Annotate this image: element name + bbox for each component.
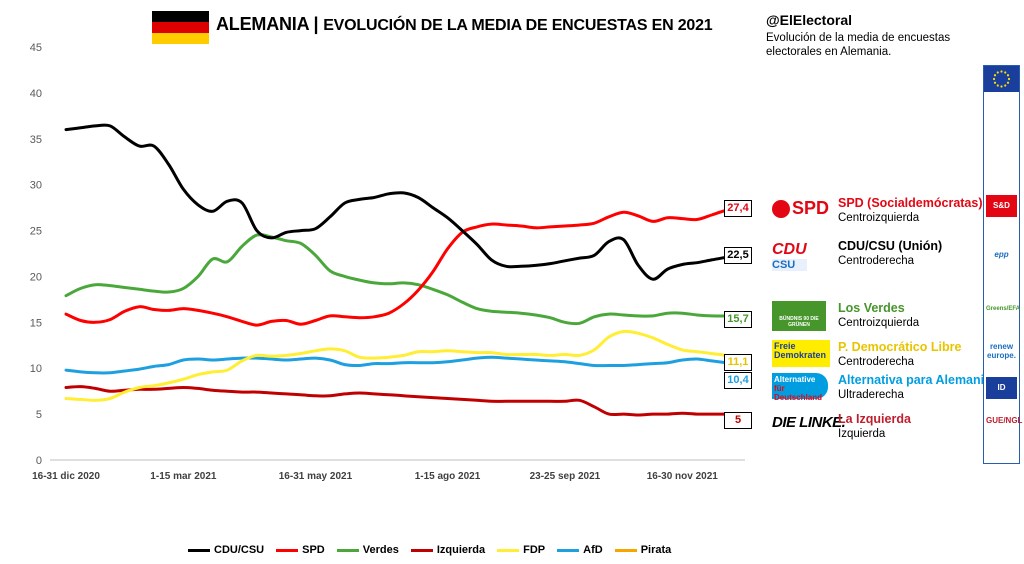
legend-label: FDP: [523, 544, 546, 556]
y-tick-label: 10: [30, 363, 42, 375]
title-country: ALEMANIA: [216, 14, 309, 34]
x-tick-label: 23-25 sep 2021: [530, 471, 601, 482]
end-value-label: 5: [724, 412, 752, 429]
eu-group-gruene-icon: Greens/EFA: [986, 306, 1021, 312]
x-tick-label: 1-15 mar 2021: [150, 471, 217, 482]
spd-logo: SPD: [772, 196, 829, 219]
party-ideology: Centroizquierda: [838, 317, 920, 329]
end-value-label: 11,1: [724, 354, 752, 371]
eu-group-linke-icon: GUE/NGL: [986, 416, 1023, 425]
chart-title: ALEMANIA | EVOLUCIÓN DE LA MEDIA DE ENCU…: [216, 14, 713, 35]
legend-item: Verdes: [336, 544, 399, 556]
legend-label: CDU/CSU: [214, 544, 265, 556]
eu-star: [1000, 70, 1003, 73]
legend-swatch: [497, 548, 520, 552]
party-name: P. Democrático Libre: [838, 340, 962, 354]
linke-logo: DIE LINKE.: [772, 414, 846, 431]
legend-label: Izquierda: [436, 544, 486, 556]
line-chart: 0 5 10 15 20 25 30 35 40 45 16-31 dic 2020 1-15 mar…: [30, 42, 745, 482]
gruene-logo: BÜNDNIS 90 DIE GRÜNEN: [772, 301, 826, 331]
legend-item: SPD: [276, 544, 325, 556]
y-tick-label: 20: [30, 271, 42, 283]
series-line-cducsu: [64, 123, 743, 281]
x-tick-label: 16-30 nov 2021: [647, 471, 719, 482]
legend-item: AfD: [557, 544, 603, 556]
y-tick-label: 0: [36, 455, 42, 467]
legend-swatch: [188, 548, 210, 552]
x-tick-label: 1-15 ago 2021: [415, 471, 481, 482]
y-tick-label: 5: [36, 409, 42, 421]
end-value-label: 22,5: [724, 247, 752, 264]
legend-item: CDU/CSU: [188, 544, 264, 556]
party-ideology: Centroizquierda: [838, 212, 920, 224]
eu-star: [1007, 77, 1011, 81]
y-tick-label: 25: [30, 226, 42, 238]
eu-star: [1004, 84, 1007, 87]
party-name: Los Verdes: [838, 301, 905, 315]
party-name: Alternativa para Alemania: [838, 373, 992, 387]
party-ideology: Centroderecha: [838, 356, 915, 368]
legend-label: SPD: [302, 544, 325, 556]
eu-star: [992, 77, 996, 81]
eu-star: [1006, 81, 1010, 84]
germany-flag: [152, 11, 209, 44]
legend-swatch: [336, 548, 359, 552]
flag-stripe-gold: [152, 33, 209, 44]
series-line-fdp: [64, 329, 743, 402]
series-line-afd: [64, 355, 743, 375]
series-line-spd: [64, 207, 743, 327]
fdp-logo: Freie Demokraten: [772, 340, 830, 367]
legend-label: AfD: [583, 544, 603, 556]
legend-item: Izquierda: [410, 544, 486, 556]
x-tick-label: 16-31 may 2021: [279, 471, 353, 482]
party-name: SPD (Socialdemócratas): [838, 196, 983, 210]
legend-item: Pirata: [614, 544, 672, 556]
title-separator: |: [313, 14, 319, 34]
party-ideology: Centroderecha: [838, 255, 915, 267]
legend-swatch: [410, 548, 433, 552]
eu-group-afd-icon: ID: [986, 377, 1017, 399]
series-line-verdes: [64, 233, 743, 326]
y-tick-label: 35: [30, 134, 42, 146]
flag-stripe-black: [152, 11, 209, 22]
y-tick-label: 15: [30, 317, 42, 329]
eu-group-spd-icon: S&D: [986, 195, 1017, 217]
eu-star: [993, 74, 997, 77]
eu-star: [1000, 85, 1003, 88]
eu-star: [996, 84, 999, 87]
party-ideology: Ultraderecha: [838, 389, 904, 401]
y-tick-label: 45: [30, 42, 42, 54]
legend-label: Pirata: [640, 544, 672, 556]
x-tick-label: 16-31 dic 2020: [32, 471, 100, 482]
legend-swatch: [276, 548, 299, 552]
end-value-label: 27,4: [724, 200, 752, 217]
legend-item: FDP: [497, 544, 545, 556]
flag-stripe-red: [152, 22, 209, 33]
chart-description: Evolución de la media de encuestas elect…: [766, 32, 951, 58]
author-handle: @ElElectoral: [766, 12, 853, 28]
eu-groups-panel: S&D epp Greens/EFA renew europe. ID GUE/NGL: [983, 65, 1023, 464]
eu-star: [1006, 74, 1010, 77]
legend-swatch: [557, 548, 580, 552]
eu-star: [996, 71, 999, 74]
party-ideology: Izquierda: [838, 428, 886, 440]
y-tick-label: 40: [30, 88, 42, 100]
title-subtitle: EVOLUCIÓN DE LA MEDIA DE ENCUESTAS EN 20…: [323, 17, 713, 34]
legend-swatch: [614, 548, 637, 552]
eu-group-cdu-icon: epp: [994, 250, 1009, 259]
eu-group-fdp-icon: renew europe.: [987, 342, 1016, 360]
legend-label: Verdes: [362, 544, 399, 556]
end-value-label: 10,4: [724, 372, 752, 389]
party-name: La Izquierda: [838, 412, 911, 426]
eu-flag-icon: [984, 66, 1019, 92]
chart-legend: CDU/CSU SPD Verdes Izquierda FDP AfD Pirata: [188, 544, 671, 556]
afd-logo: Alternative für Deutschland: [772, 373, 828, 402]
y-tick-label: 30: [30, 180, 42, 192]
series-line-izquierda: [64, 385, 743, 417]
cdu-logo: CDU CSU: [772, 241, 807, 271]
eu-star: [1004, 71, 1007, 74]
eu-star: [993, 81, 997, 84]
end-value-label: 15,7: [724, 311, 752, 328]
party-name: CDU/CSU (Unión): [838, 239, 943, 253]
